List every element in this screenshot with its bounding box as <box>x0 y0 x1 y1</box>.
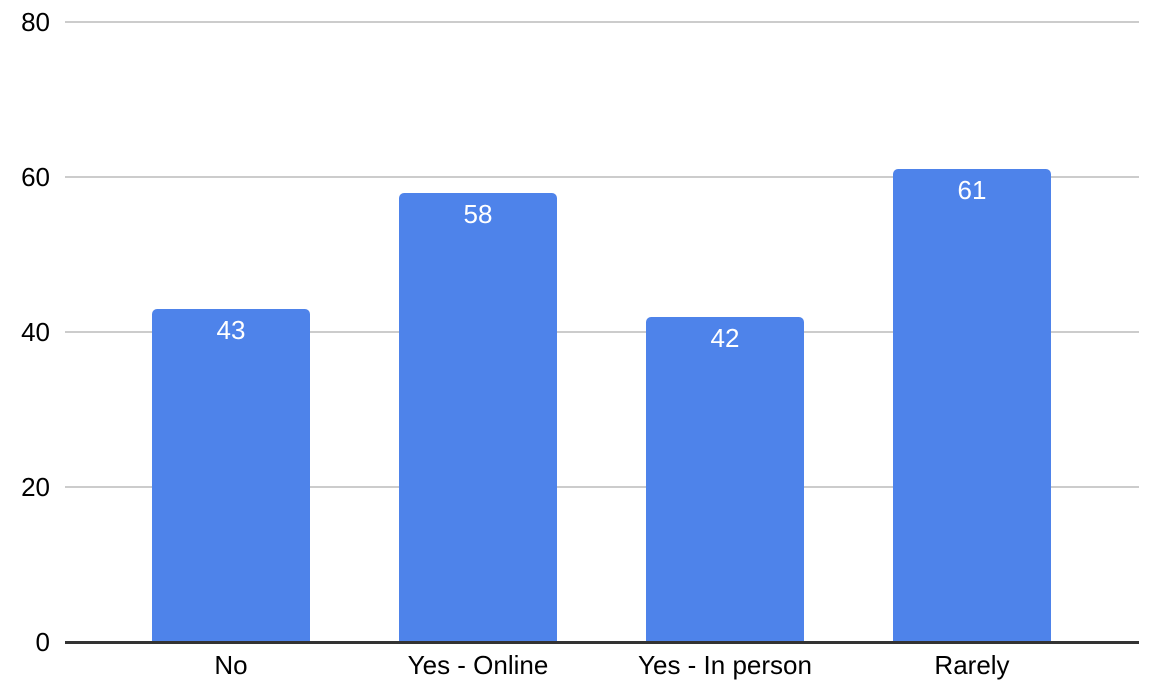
bar-rarely: 61 <box>893 169 1051 642</box>
bar-no: 43 <box>152 308 310 642</box>
y-axis-tick-label: 40 <box>21 317 50 347</box>
bar-value-label: 42 <box>710 322 740 353</box>
y-axis-tick-label: 80 <box>21 7 50 37</box>
x-axis-category-label: Yes - In person <box>638 650 812 680</box>
bar-value-label: 58 <box>463 198 493 229</box>
bar-value-label: 61 <box>957 175 987 206</box>
y-axis-tick-label: 0 <box>35 627 50 657</box>
gridline-20 <box>65 486 1139 488</box>
y-axis-tick-label: 60 <box>21 162 50 192</box>
x-axis-category-label: Rarely <box>934 650 1010 680</box>
x-axis-category-label: No <box>214 650 248 680</box>
gridline-60 <box>65 176 1139 178</box>
x-axis-category-label: Yes - Online <box>407 650 549 680</box>
bar-yes-online: 58 <box>399 192 557 642</box>
bar-value-label: 43 <box>216 314 246 345</box>
gridline-80 <box>65 21 1139 23</box>
gridline-40 <box>65 331 1139 333</box>
x-axis-baseline <box>65 641 1139 644</box>
bar-yes-in-person: 42 <box>646 316 804 642</box>
y-axis-tick-label: 20 <box>21 472 50 502</box>
